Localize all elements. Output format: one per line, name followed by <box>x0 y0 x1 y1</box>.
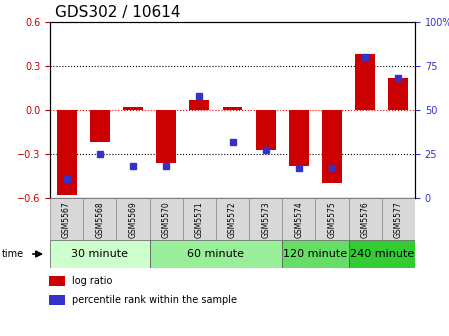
Bar <box>83 198 116 240</box>
Bar <box>256 110 276 150</box>
Bar <box>57 110 76 195</box>
Bar <box>382 198 415 240</box>
Text: GSM5575: GSM5575 <box>327 201 337 238</box>
Text: 120 minute: 120 minute <box>283 249 348 259</box>
Bar <box>322 110 342 183</box>
Text: time: time <box>2 249 24 259</box>
Text: GSM5572: GSM5572 <box>228 201 237 238</box>
Bar <box>189 100 209 110</box>
Bar <box>388 78 408 110</box>
Bar <box>348 240 415 268</box>
Bar <box>116 198 150 240</box>
Bar <box>50 240 150 268</box>
Bar <box>223 107 242 110</box>
Bar <box>348 198 382 240</box>
Text: GSM5576: GSM5576 <box>361 201 370 238</box>
Bar <box>355 54 375 110</box>
Text: 240 minute: 240 minute <box>350 249 414 259</box>
Text: GSM5571: GSM5571 <box>195 201 204 238</box>
Bar <box>249 198 282 240</box>
Bar <box>156 110 176 163</box>
Bar <box>183 198 216 240</box>
Bar <box>289 110 309 166</box>
Text: GSM5567: GSM5567 <box>62 201 71 238</box>
Text: 30 minute: 30 minute <box>71 249 128 259</box>
Text: GSM5568: GSM5568 <box>95 201 104 238</box>
Bar <box>48 295 65 305</box>
Text: GSM5569: GSM5569 <box>128 201 137 238</box>
Bar <box>282 198 316 240</box>
Bar <box>316 198 348 240</box>
Text: GSM5570: GSM5570 <box>162 201 171 238</box>
Bar <box>150 240 282 268</box>
Bar <box>282 240 348 268</box>
Bar <box>90 110 110 142</box>
Text: GSM5574: GSM5574 <box>295 201 304 238</box>
Text: percentile rank within the sample: percentile rank within the sample <box>72 295 238 305</box>
Text: log ratio: log ratio <box>72 276 113 286</box>
Bar <box>216 198 249 240</box>
Bar <box>150 198 183 240</box>
Text: 60 minute: 60 minute <box>187 249 244 259</box>
Bar <box>123 107 143 110</box>
Bar <box>48 276 65 286</box>
Bar <box>50 198 83 240</box>
Text: GDS302 / 10614: GDS302 / 10614 <box>55 5 180 20</box>
Text: GSM5577: GSM5577 <box>394 201 403 238</box>
Text: GSM5573: GSM5573 <box>261 201 270 238</box>
